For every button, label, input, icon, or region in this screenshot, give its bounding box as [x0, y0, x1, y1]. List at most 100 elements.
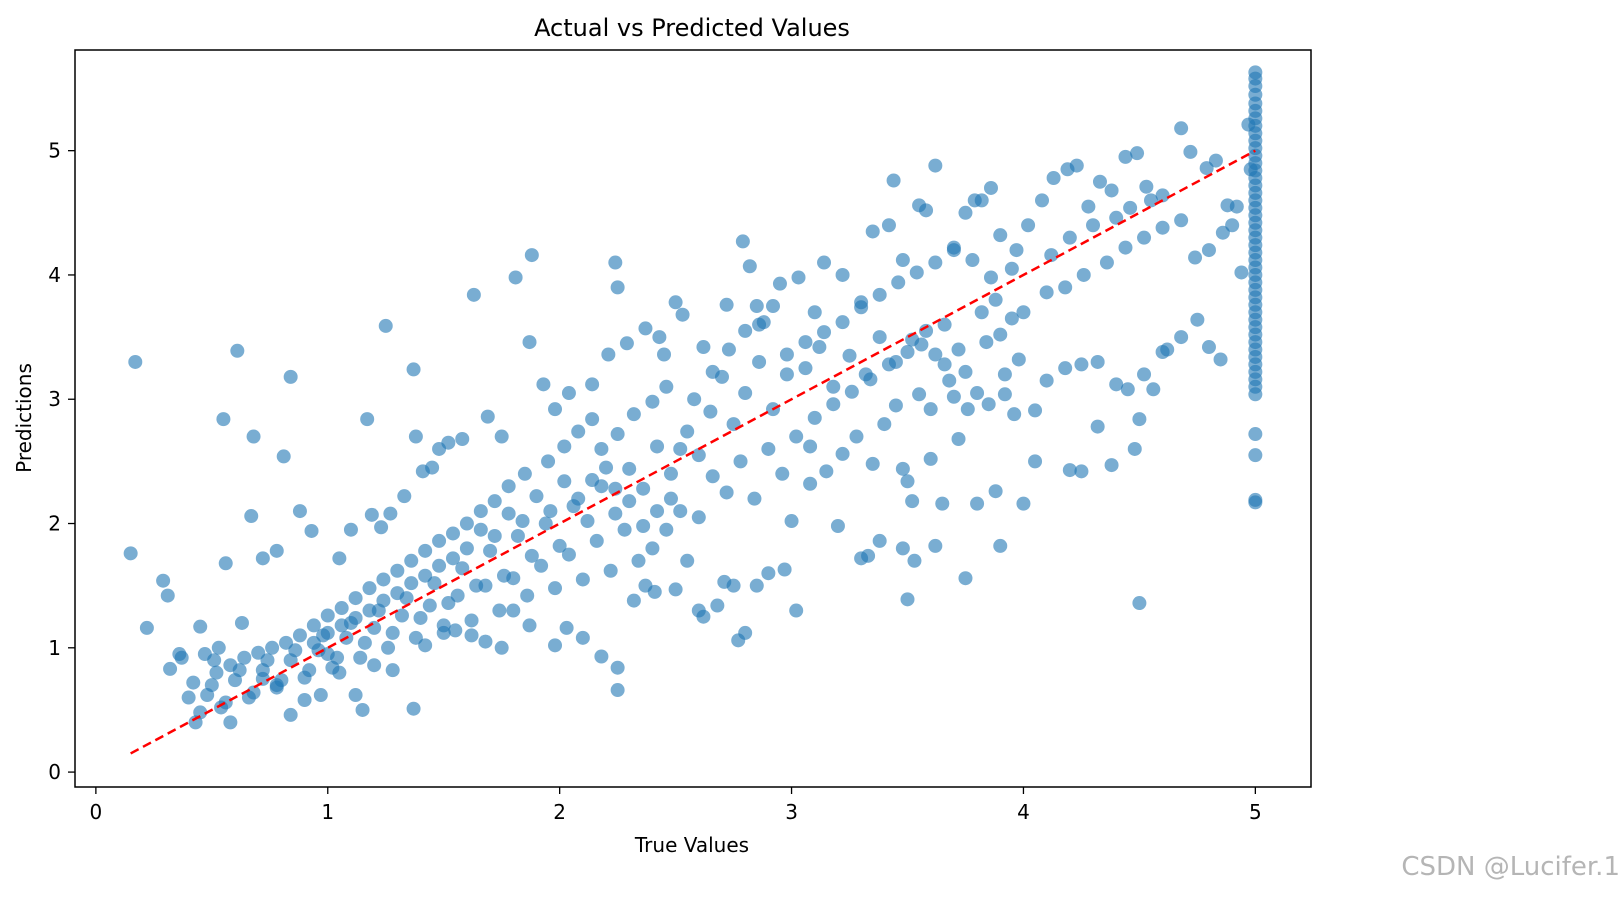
data-point — [211, 640, 226, 655]
data-point — [1201, 243, 1216, 258]
data-point — [441, 596, 456, 611]
data-point — [608, 506, 623, 521]
data-point — [494, 640, 509, 655]
data-point — [895, 461, 910, 476]
data-point — [1190, 312, 1205, 327]
data-point — [798, 361, 813, 376]
data-point — [283, 653, 298, 668]
data-point — [492, 603, 507, 618]
data-point — [603, 563, 618, 578]
data-point — [575, 572, 590, 587]
data-point — [928, 347, 943, 362]
data-point — [657, 347, 672, 362]
data-point — [139, 620, 154, 635]
data-point — [1058, 280, 1073, 295]
data-point — [1004, 311, 1019, 326]
data-point — [1058, 361, 1073, 376]
data-point — [1188, 250, 1203, 265]
data-point — [1021, 218, 1036, 233]
data-point — [589, 533, 604, 548]
data-point — [1208, 153, 1223, 168]
data-point — [900, 592, 915, 607]
data-point — [306, 618, 321, 633]
data-point — [348, 688, 363, 703]
data-point — [459, 541, 474, 556]
data-point — [691, 510, 706, 525]
data-point — [844, 384, 859, 399]
data-point — [594, 649, 609, 664]
data-point — [304, 523, 319, 538]
x-tick-label: 3 — [785, 800, 798, 824]
data-point — [735, 234, 750, 249]
data-point — [216, 412, 231, 427]
data-point — [404, 576, 419, 591]
data-point — [988, 484, 1003, 499]
data-point — [928, 538, 943, 553]
data-point — [946, 389, 961, 404]
data-point — [817, 255, 832, 270]
data-point — [276, 449, 291, 464]
data-point — [404, 553, 419, 568]
data-point — [1118, 149, 1133, 164]
data-point — [747, 491, 762, 506]
data-point — [1028, 454, 1043, 469]
data-point — [1074, 357, 1089, 372]
data-point — [394, 608, 409, 623]
data-point — [659, 522, 674, 537]
y-tick-label: 2 — [48, 512, 61, 536]
x-tick-label: 0 — [90, 800, 103, 824]
y-axis-label: Predictions — [12, 363, 36, 473]
data-point — [970, 386, 985, 401]
data-point — [223, 658, 238, 673]
data-point — [937, 357, 952, 372]
data-point — [703, 404, 718, 419]
data-point — [1062, 230, 1077, 245]
data-point — [188, 715, 203, 730]
data-point — [1090, 354, 1105, 369]
data-point — [719, 297, 734, 312]
data-point — [163, 661, 178, 676]
data-point — [835, 267, 850, 282]
data-point — [408, 630, 423, 645]
data-point — [515, 514, 530, 529]
data-point — [228, 673, 243, 688]
data-point — [348, 610, 363, 625]
data-point — [390, 563, 405, 578]
data-point — [803, 476, 818, 491]
data-point — [872, 287, 887, 302]
data-point — [548, 581, 563, 596]
data-point — [223, 715, 238, 730]
data-point — [1092, 174, 1107, 189]
data-point — [230, 343, 245, 358]
data-point — [663, 466, 678, 481]
data-point — [473, 504, 488, 519]
data-point — [1004, 261, 1019, 276]
data-point — [958, 364, 973, 379]
data-point — [726, 578, 741, 593]
data-point — [397, 489, 412, 504]
data-point — [209, 665, 224, 680]
data-point — [536, 377, 551, 392]
data-point — [791, 270, 806, 285]
data-point — [946, 243, 961, 258]
data-point — [1120, 382, 1135, 397]
data-point — [1248, 448, 1263, 463]
data-point — [408, 429, 423, 444]
data-point — [951, 342, 966, 357]
data-point — [865, 456, 880, 471]
data-point — [1109, 210, 1124, 225]
data-point — [1132, 412, 1147, 427]
data-point — [1007, 407, 1022, 422]
data-point — [779, 367, 794, 382]
data-point — [325, 660, 340, 675]
data-point — [705, 364, 720, 379]
plot-frame — [74, 49, 1312, 788]
data-point — [798, 335, 813, 350]
data-point — [993, 327, 1008, 342]
data-point — [599, 460, 614, 475]
data-point — [501, 479, 516, 494]
reference-line-layer — [130, 149, 1256, 755]
data-point — [872, 533, 887, 548]
data-point — [1130, 146, 1145, 161]
data-point — [343, 522, 358, 537]
